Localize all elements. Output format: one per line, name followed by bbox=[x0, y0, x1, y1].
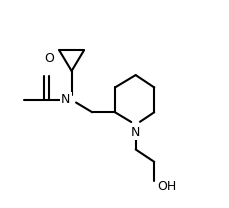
Text: O: O bbox=[44, 52, 54, 65]
Text: N: N bbox=[130, 126, 140, 139]
Text: OH: OH bbox=[157, 180, 176, 193]
Text: N: N bbox=[61, 93, 70, 106]
